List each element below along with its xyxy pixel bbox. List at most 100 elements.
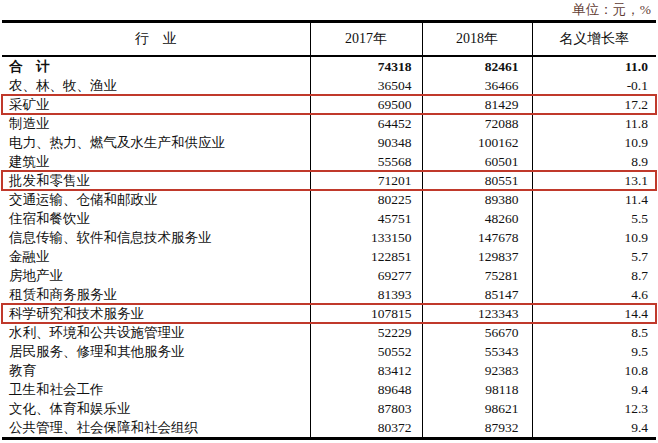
value-2017-cell: 74318 xyxy=(310,56,422,76)
value-2018-cell: 129837 xyxy=(422,247,532,266)
industry-cell: 科学研究和技术服务业 xyxy=(2,304,310,323)
growth-rate-cell: 9.4 xyxy=(532,380,656,399)
value-2018-cell: 80551 xyxy=(422,171,532,190)
table-row: 电力、热力、燃气及水生产和供应业9034810016210.9 xyxy=(2,133,656,152)
value-2017-cell: 36504 xyxy=(310,76,422,95)
growth-rate-cell: -0.1 xyxy=(532,76,656,95)
value-2017-cell: 71201 xyxy=(310,171,422,190)
value-2018-cell: 75281 xyxy=(422,266,532,285)
industry-cell: 文化、体育和娱乐业 xyxy=(2,399,310,418)
unit-note: 单位：元，% xyxy=(572,1,651,18)
industry-cell: 水利、环境和公共设施管理业 xyxy=(2,323,310,342)
growth-rate-cell: 17.2 xyxy=(532,95,656,114)
value-2018-cell: 81429 xyxy=(422,95,532,114)
table-row: 制造业644527208811.8 xyxy=(2,114,656,133)
value-2018-cell: 98118 xyxy=(422,380,532,399)
table-row: 卫生和社会工作89648981189.4 xyxy=(2,380,656,399)
table-row: 合 计743188246111.0 xyxy=(2,56,656,76)
column-header-industry: 行 业 xyxy=(2,22,310,56)
industry-cell: 电力、热力、燃气及水生产和供应业 xyxy=(2,133,310,152)
industry-cell: 交通运输、仓储和邮政业 xyxy=(2,190,310,209)
growth-rate-cell: 12.3 xyxy=(532,399,656,418)
table-row: 文化、体育和娱乐业878039862112.3 xyxy=(2,399,656,418)
growth-rate-cell: 11.0 xyxy=(532,56,656,76)
column-header-2018: 2018年 xyxy=(422,22,532,56)
growth-rate-cell: 5.7 xyxy=(532,247,656,266)
growth-rate-cell: 9.4 xyxy=(532,418,656,439)
value-2017-cell: 69277 xyxy=(310,266,422,285)
value-2018-cell: 48260 xyxy=(422,209,532,228)
value-2018-cell: 98621 xyxy=(422,399,532,418)
growth-rate-cell: 10.9 xyxy=(532,228,656,247)
industry-cell: 租赁和商务服务业 xyxy=(2,285,310,304)
industry-cell: 合 计 xyxy=(2,56,310,76)
table-row: 农、林、牧、渔业3650436466-0.1 xyxy=(2,76,656,95)
industry-cell: 房地产业 xyxy=(2,266,310,285)
industry-cell: 居民服务、修理和其他服务业 xyxy=(2,342,310,361)
table-row: 信息传输、软件和信息技术服务业13315014767810.9 xyxy=(2,228,656,247)
industry-cell: 金融业 xyxy=(2,247,310,266)
industry-cell: 采矿业 xyxy=(2,95,310,114)
table-row: 建筑业55568605018.9 xyxy=(2,152,656,171)
value-2018-cell: 85147 xyxy=(422,285,532,304)
value-2018-cell: 56670 xyxy=(422,323,532,342)
industry-cell: 公共管理、社会保障和社会组织 xyxy=(2,418,310,439)
table-row: 居民服务、修理和其他服务业50552553439.5 xyxy=(2,342,656,361)
industry-wage-table: 行 业 2017年 2018年 名义增长率 合 计743188246111.0农… xyxy=(2,20,656,440)
table-body: 合 计743188246111.0农、林、牧、渔业3650436466-0.1采… xyxy=(2,56,656,439)
value-2017-cell: 107815 xyxy=(310,304,422,323)
industry-cell: 教育 xyxy=(2,361,310,380)
value-2017-cell: 45751 xyxy=(310,209,422,228)
table-row: 租赁和商务服务业81393851474.6 xyxy=(2,285,656,304)
growth-rate-cell: 4.6 xyxy=(532,285,656,304)
table-row-highlighted: 采矿业695008142917.2 xyxy=(2,95,656,114)
industry-cell: 住宿和餐饮业 xyxy=(2,209,310,228)
value-2017-cell: 89648 xyxy=(310,380,422,399)
value-2018-cell: 72088 xyxy=(422,114,532,133)
value-2018-cell: 82461 xyxy=(422,56,532,76)
value-2017-cell: 69500 xyxy=(310,95,422,114)
value-2017-cell: 83412 xyxy=(310,361,422,380)
industry-cell: 农、林、牧、渔业 xyxy=(2,76,310,95)
table-row: 住宿和餐饮业45751482605.5 xyxy=(2,209,656,228)
wage-statistics-table-page: 单位：元，% 行 业 2017年 2018年 名义增长率 合 计74318824… xyxy=(0,0,658,443)
value-2017-cell: 122851 xyxy=(310,247,422,266)
value-2018-cell: 147678 xyxy=(422,228,532,247)
growth-rate-cell: 9.5 xyxy=(532,342,656,361)
industry-cell: 卫生和社会工作 xyxy=(2,380,310,399)
value-2017-cell: 87803 xyxy=(310,399,422,418)
growth-rate-cell: 10.9 xyxy=(532,133,656,152)
table-row: 交通运输、仓储和邮政业802258938011.4 xyxy=(2,190,656,209)
growth-rate-cell: 11.8 xyxy=(532,114,656,133)
value-2018-cell: 92383 xyxy=(422,361,532,380)
value-2018-cell: 60501 xyxy=(422,152,532,171)
value-2017-cell: 81393 xyxy=(310,285,422,304)
column-header-2017: 2017年 xyxy=(310,22,422,56)
table-row: 公共管理、社会保障和社会组织80372879329.4 xyxy=(2,418,656,439)
value-2018-cell: 87932 xyxy=(422,418,532,439)
value-2018-cell: 100162 xyxy=(422,133,532,152)
table-row: 教育834129238310.8 xyxy=(2,361,656,380)
value-2017-cell: 133150 xyxy=(310,228,422,247)
growth-rate-cell: 8.7 xyxy=(532,266,656,285)
header-row: 行 业 2017年 2018年 名义增长率 xyxy=(2,22,656,56)
table-row: 房地产业69277752818.7 xyxy=(2,266,656,285)
industry-cell: 信息传输、软件和信息技术服务业 xyxy=(2,228,310,247)
table-row-highlighted: 批发和零售业712018055113.1 xyxy=(2,171,656,190)
growth-rate-cell: 10.8 xyxy=(532,361,656,380)
growth-rate-cell: 5.5 xyxy=(532,209,656,228)
growth-rate-cell: 11.4 xyxy=(532,190,656,209)
value-2017-cell: 50552 xyxy=(310,342,422,361)
growth-rate-cell: 13.1 xyxy=(532,171,656,190)
column-header-growth-rate: 名义增长率 xyxy=(532,22,656,56)
value-2017-cell: 90348 xyxy=(310,133,422,152)
value-2017-cell: 80372 xyxy=(310,418,422,439)
table-row: 水利、环境和公共设施管理业52229566708.5 xyxy=(2,323,656,342)
value-2018-cell: 89380 xyxy=(422,190,532,209)
value-2017-cell: 52229 xyxy=(310,323,422,342)
value-2017-cell: 80225 xyxy=(310,190,422,209)
growth-rate-cell: 8.5 xyxy=(532,323,656,342)
industry-cell: 建筑业 xyxy=(2,152,310,171)
growth-rate-cell: 8.9 xyxy=(532,152,656,171)
table-row-highlighted: 科学研究和技术服务业10781512334314.4 xyxy=(2,304,656,323)
